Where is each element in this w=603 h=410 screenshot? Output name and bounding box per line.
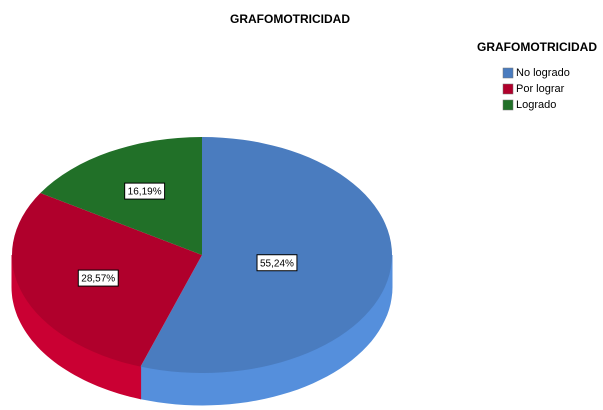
legend-swatch: [502, 83, 514, 95]
chart-title: GRAFOMOTRICIDAD: [230, 12, 350, 26]
value-label-box: [124, 182, 166, 200]
value-label: 55,24%: [260, 258, 294, 269]
value-label-box: [256, 254, 298, 272]
legend-swatch: [502, 99, 514, 111]
legend-title: GRAFOMOTRICIDAD: [477, 40, 597, 54]
legend-label: Logrado: [516, 99, 556, 111]
legend-label: Por lograr: [516, 83, 565, 95]
value-label-group: 28,57%: [77, 269, 119, 287]
value-label: 28,57%: [81, 274, 115, 285]
value-label-group: 16,19%: [124, 182, 166, 200]
value-label-group: 55,24%: [256, 254, 298, 272]
legend-label: No logrado: [516, 67, 570, 79]
value-label: 16,19%: [128, 187, 162, 198]
legend-swatch: [502, 67, 514, 79]
slice: [40, 137, 202, 255]
value-label-box: [77, 269, 119, 287]
